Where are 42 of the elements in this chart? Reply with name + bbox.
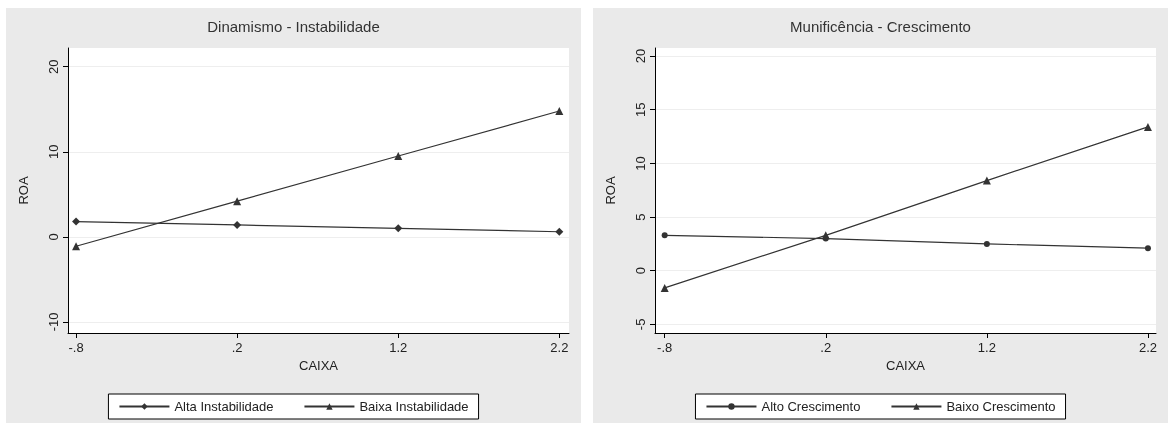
legend-label: Baixa Instabilidade [359, 399, 469, 414]
point [983, 240, 990, 247]
point [72, 242, 81, 251]
x-axis-title: CAIXA [885, 358, 926, 373]
y-tick-label: 5 [633, 213, 648, 221]
y-tick-label: 10 [633, 156, 648, 171]
x-tick-label: -.8 [657, 340, 673, 355]
x-tick-label: .2 [820, 340, 832, 355]
x-tick-label: 1.2 [977, 340, 996, 355]
y-tick-label: 0 [633, 267, 648, 275]
y-tick-label: 20 [633, 48, 648, 64]
point [394, 224, 403, 233]
legend-label: Baixo Crescimento [946, 399, 1056, 414]
y-tick-label: 10 [46, 144, 61, 160]
x-tick-label: 1.2 [389, 340, 408, 355]
y-axis-title: ROA [16, 176, 31, 205]
point [72, 217, 81, 226]
point [661, 232, 668, 239]
x-tick-label: 2.2 [1138, 340, 1157, 355]
point [555, 106, 564, 115]
x-axis-title: CAIXA [298, 358, 339, 373]
point [555, 227, 564, 236]
y-tick-label: -10 [46, 312, 61, 332]
point [1143, 122, 1152, 131]
point [233, 197, 242, 206]
y-axis-title: ROA [603, 176, 618, 205]
x-tick-label: 2.2 [550, 340, 569, 355]
point [982, 176, 991, 185]
point [233, 220, 242, 229]
chart-title: Dinamismo - Instabilidade [207, 18, 380, 35]
y-tick-label: -5 [633, 318, 648, 331]
legend-label: Alta Instabilidade [174, 399, 274, 414]
point [822, 235, 829, 242]
chart-title: Munificência - Crescimento [790, 18, 971, 35]
x-tick-label: -.8 [68, 340, 84, 355]
point [1144, 245, 1151, 252]
y-tick-label: 15 [633, 102, 648, 117]
y-tick-label: 20 [46, 59, 61, 74]
y-tick-label: 0 [46, 233, 61, 241]
point [660, 283, 669, 292]
x-tick-label: .2 [231, 340, 243, 355]
legend-label: Alto Crescimento [761, 399, 861, 414]
